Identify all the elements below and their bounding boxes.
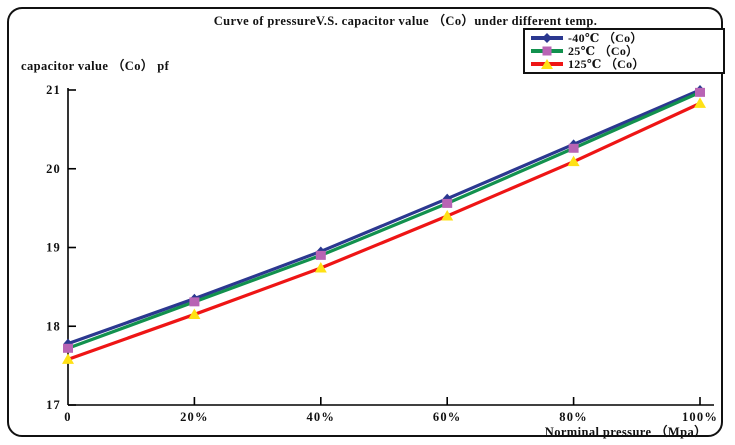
square-marker-icon [542,46,552,55]
legend-label: 25℃ （Co） [568,44,639,58]
triangle-marker-icon [441,210,454,221]
square-marker-icon [442,198,453,208]
triangle-marker-icon [541,58,553,69]
x-tick-label: 100% [682,410,718,424]
y-tick-label: 21 [46,83,61,97]
chart-title: Curve of pressureV.S. capacitor value （C… [213,14,598,28]
diamond-marker-icon [542,32,552,43]
y-tick-label: 19 [46,241,61,255]
legend-item-25c: 25℃ （Co） [531,44,719,58]
x-tick-label: 80% [559,410,588,424]
triangle-marker-icon [314,261,327,273]
square-marker-icon [63,343,73,353]
axes [67,88,714,406]
legend-label: -40℃ （Co） [568,31,643,45]
square-marker-icon [568,143,579,153]
y-tick-label: 17 [46,398,61,412]
x-tick-label: 40% [306,410,335,424]
x-tick-label: 20% [180,410,209,424]
legend-item-125c: 125℃ （Co） [531,57,719,71]
x-axis-title: Norminal pressure （Mpa） [544,425,707,439]
y-tick-labels: 21 20 19 18 17 [46,83,76,412]
series-25Co [63,87,705,353]
legend-label: 125℃ （Co） [568,57,645,71]
x-tick-labels: 0 20% 40% 60% 80% 100% [64,397,718,424]
square-marker-icon [189,297,200,307]
series-125Co [62,97,706,364]
chart-outer-frame [7,7,723,437]
triangle-marker-icon [694,97,706,108]
x-tick-label: 60% [433,410,462,424]
legend-swatch [531,31,563,44]
y-tick-label: 18 [46,319,61,333]
series--40Co [63,85,705,349]
x-tick-label: 0 [64,410,71,424]
triangle-marker-icon [62,353,74,364]
legend-swatch [531,57,563,70]
square-marker-icon [695,87,705,97]
triangle-marker-icon [188,308,201,319]
square-marker-icon [315,250,326,260]
legend-swatch [531,44,563,57]
y-axis-title: capacitor value （Co） pf [21,59,170,73]
y-tick-label: 20 [46,162,61,176]
legend-item-minus40c: -40℃ （Co） [531,31,719,45]
triangle-marker-icon [567,155,580,167]
legend-box: -40℃ （Co） 25℃ （Co） 125℃ （Co） [523,28,725,74]
